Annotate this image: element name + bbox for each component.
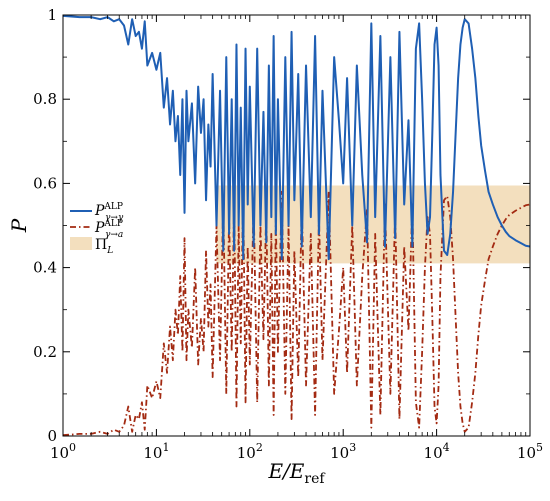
y-tick-label: 0.2 bbox=[33, 343, 57, 361]
legend-swatch-pi-l bbox=[70, 237, 92, 250]
y-tick-label: 0.8 bbox=[33, 90, 57, 108]
x-axis-label: E/Eref bbox=[267, 459, 326, 487]
x-tick-label: 100 bbox=[50, 441, 76, 462]
legend-label-pi-l: ΠL bbox=[95, 237, 113, 256]
x-tick-label: 103 bbox=[330, 441, 356, 462]
y-axis-label: P bbox=[7, 218, 31, 233]
series-line-gamma-gamma bbox=[63, 15, 530, 261]
y-tick-label: 0.6 bbox=[33, 174, 57, 192]
pi-l-band bbox=[216, 185, 530, 264]
legend-label-gamma-a: PALP γ→a bbox=[94, 219, 123, 240]
y-tick-label: 0.4 bbox=[33, 259, 57, 277]
y-tick-label: 0 bbox=[47, 427, 57, 445]
x-tick-label: 104 bbox=[424, 441, 450, 462]
x-tick-label: 102 bbox=[237, 441, 263, 462]
x-tick-label: 101 bbox=[143, 441, 169, 462]
x-tick-label: 105 bbox=[517, 441, 543, 462]
legend-label-gamma-gamma: PALP γ→γ bbox=[94, 202, 124, 223]
y-tick-label: 1 bbox=[47, 6, 57, 24]
